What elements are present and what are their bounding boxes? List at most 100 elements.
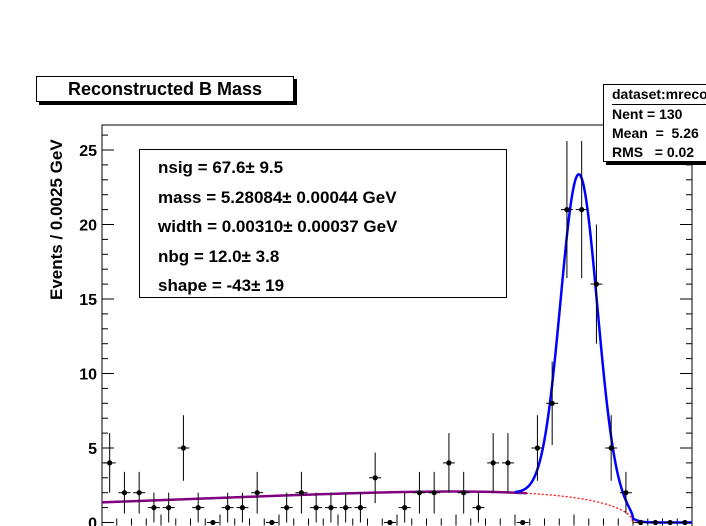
- data-point: [206, 519, 219, 526]
- data-marker: [298, 490, 305, 496]
- data-point: [487, 433, 500, 493]
- stats-box: dataset:mreco Nent = 130 Mean = 5.26 RMS…: [603, 84, 706, 162]
- fit-parameters-box: nsig = 67.6± 9.5 mass = 5.28084± 0.00044…: [139, 149, 507, 298]
- data-marker: [652, 519, 659, 526]
- data-point: [649, 519, 662, 526]
- data-marker: [166, 505, 172, 511]
- data-marker: [490, 460, 496, 466]
- data-marker: [254, 490, 260, 496]
- data-marker: [446, 460, 452, 466]
- data-point: [413, 471, 426, 514]
- data-marker: [608, 445, 614, 451]
- data-marker: [343, 505, 349, 511]
- data-marker: [402, 505, 408, 511]
- data-point: [324, 492, 337, 523]
- data-point: [678, 519, 691, 526]
- data-marker: [239, 505, 246, 511]
- data-marker: [431, 490, 437, 496]
- y-tick-label: 20: [79, 218, 97, 235]
- param-nbg: nbg = 12.0± 3.8: [158, 246, 280, 266]
- param-nsig: nsig = 67.6± 9.5: [158, 158, 284, 177]
- data-point: [428, 471, 441, 514]
- data-point: [472, 492, 485, 523]
- data-point: [280, 492, 293, 523]
- data-point: [590, 224, 603, 344]
- data-marker: [593, 281, 600, 287]
- y-tick-label: 10: [79, 367, 97, 384]
- data-point: [177, 415, 190, 481]
- data-point: [265, 519, 278, 526]
- stats-dataset: dataset:mreco: [612, 85, 706, 105]
- data-point: [339, 492, 352, 523]
- data-marker: [638, 519, 644, 526]
- data-marker: [121, 490, 128, 496]
- data-marker: [475, 505, 482, 511]
- data-point: [103, 433, 116, 493]
- total-fit-curve: [514, 173, 692, 524]
- data-point: [560, 141, 573, 279]
- y-axis: 0 5 10 15 20 25: [79, 134, 692, 526]
- stats-rms: RMS = 0.02: [612, 144, 695, 160]
- plot-frame: [101, 124, 693, 526]
- background-fit-layer: [101, 490, 692, 524]
- data-marker: [180, 445, 187, 451]
- data-point: [619, 471, 632, 514]
- background-fit-curve: [101, 490, 692, 524]
- y-tick-label: 5: [88, 441, 97, 458]
- data-point: [457, 471, 470, 514]
- data-marker: [564, 207, 570, 213]
- data-marker: [269, 519, 275, 526]
- data-point: [516, 519, 529, 526]
- data-marker: [534, 445, 541, 451]
- param-shape: shape = -43± 19: [158, 276, 285, 295]
- data-point: [531, 415, 544, 481]
- data-point: [295, 471, 308, 514]
- data-point: [664, 519, 677, 526]
- plot-title: Reconstructed B Mass: [36, 76, 294, 102]
- data-marker: [136, 490, 142, 496]
- data-point: [251, 471, 264, 514]
- data-point: [605, 415, 618, 481]
- data-marker: [151, 505, 157, 511]
- data-point: [501, 433, 514, 493]
- y-tick-label: 15: [79, 292, 97, 309]
- data-marker: [461, 490, 467, 496]
- total-fit-layer: [514, 173, 692, 524]
- data-point: [147, 492, 160, 523]
- y-axis-label: Events / 0.0025 GeV: [47, 139, 66, 300]
- data-point: [575, 141, 588, 279]
- data-marker: [682, 519, 688, 526]
- data-points: [103, 141, 691, 526]
- data-marker: [284, 505, 290, 511]
- data-marker: [357, 505, 364, 511]
- data-point: [162, 492, 175, 523]
- data-marker: [328, 505, 334, 511]
- data-marker: [520, 519, 526, 526]
- param-width: width = 0.00310± 0.00037 GeV: [158, 217, 398, 236]
- x-axis: [101, 514, 693, 526]
- combined-fit-curve: [101, 490, 527, 504]
- data-point: [634, 519, 647, 526]
- data-marker: [416, 490, 423, 496]
- data-marker: [225, 505, 231, 511]
- data-point: [369, 452, 382, 504]
- data-point: [442, 433, 455, 493]
- data-point: [383, 519, 396, 526]
- data-marker: [505, 460, 511, 466]
- data-point: [118, 471, 131, 514]
- data-marker: [210, 519, 216, 526]
- data-point: [221, 492, 234, 523]
- data-point: [354, 492, 367, 523]
- data-marker: [579, 207, 585, 213]
- data-marker: [107, 460, 113, 466]
- data-marker: [667, 519, 673, 526]
- y-tick-label: 0: [88, 516, 97, 526]
- data-marker: [387, 519, 393, 526]
- stats-mean: Mean = 5.26: [612, 125, 699, 141]
- data-point: [310, 492, 323, 523]
- data-marker: [195, 505, 201, 511]
- data-marker: [313, 505, 319, 511]
- data-point: [546, 361, 559, 446]
- data-point: [133, 471, 146, 514]
